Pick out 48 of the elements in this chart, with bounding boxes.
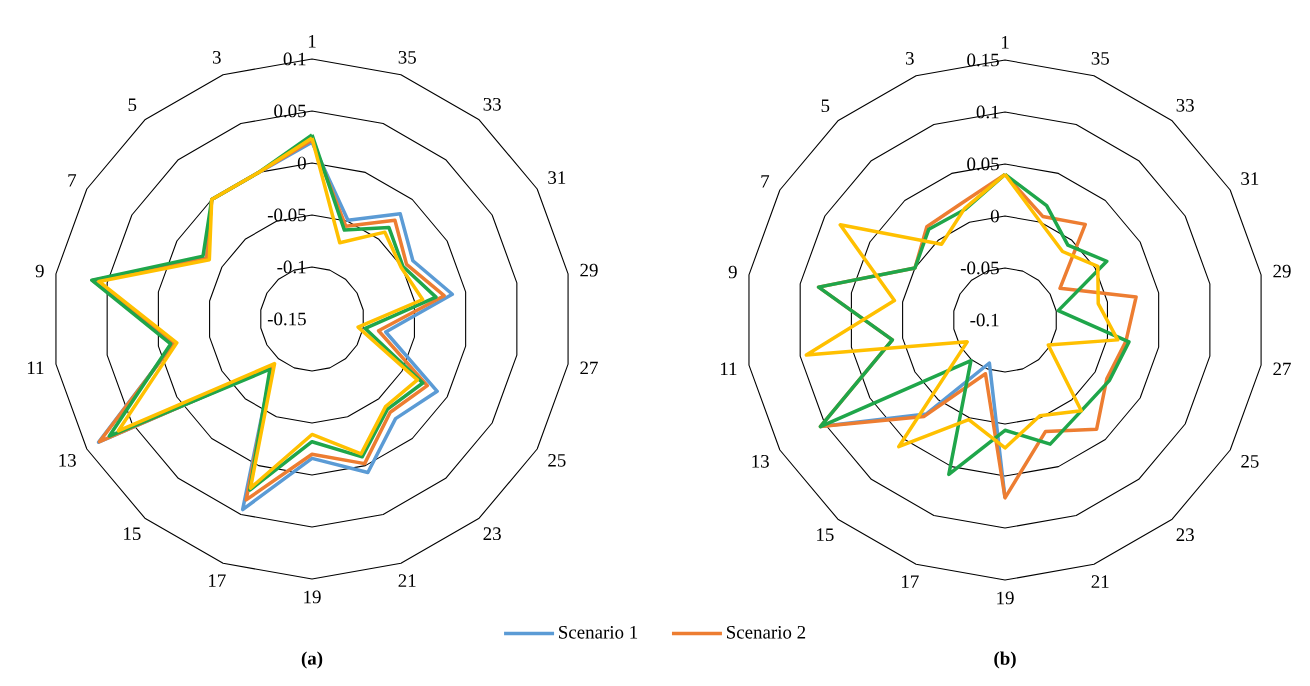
spoke-label: 17 (209, 574, 226, 587)
spoke-label: 11 (720, 362, 737, 376)
text: (a) (301, 651, 323, 669)
spoke-label: 35 (1091, 51, 1109, 65)
y-tick-label: 0.05 (967, 157, 999, 171)
spoke-label: 7 (68, 174, 77, 187)
legend-label: Scenario 2 (726, 625, 806, 639)
spoke-label: 29 (580, 263, 598, 277)
spoke-label: 31 (1241, 172, 1259, 186)
spoke-label: 5 (128, 98, 137, 112)
spoke-label: 21 (1091, 575, 1109, 588)
spoke-label: 1 (1001, 35, 1009, 49)
spoke-label: 3 (905, 51, 914, 65)
spoke-label: 21 (398, 574, 416, 587)
spoke-label: 31 (548, 171, 566, 185)
spoke-label: 27 (580, 361, 598, 375)
spoke-label: 23 (483, 527, 501, 541)
spoke-label: 13 (59, 454, 76, 467)
y-tick-label: 0.05 (274, 104, 306, 118)
spoke-label: 13 (752, 455, 769, 468)
spoke-label: 35 (398, 50, 416, 64)
spoke-label: 7 (761, 175, 770, 188)
spoke-label: 29 (1273, 264, 1291, 278)
spoke-label: 1 (308, 34, 316, 48)
spoke-label: 3 (212, 50, 221, 64)
spoke-label: 17 (902, 575, 919, 588)
spoke-label: 25 (548, 454, 566, 467)
y-tick-label: 0.15 (967, 53, 999, 67)
spoke-label: 23 (1176, 528, 1194, 542)
y-tick-label: -0.1 (970, 313, 999, 327)
spoke-label: 9 (35, 264, 44, 278)
spoke-label: 25 (1241, 455, 1259, 468)
spoke-label: 19 (997, 591, 1014, 605)
spoke-label: 11 (27, 361, 44, 375)
text: (b) (994, 651, 1016, 669)
spoke-label: 5 (821, 99, 830, 113)
y-tick-label: -0.05 (267, 208, 306, 222)
spoke-label: 33 (483, 97, 501, 111)
spoke-label: 33 (1176, 98, 1194, 112)
legend-label: Scenario 1 (559, 625, 638, 639)
spoke-label: 15 (124, 527, 141, 541)
spoke-label: 15 (817, 528, 834, 542)
spoke-label: 9 (728, 265, 737, 279)
y-tick-label: -0.15 (267, 312, 306, 326)
y-tick-label: -0.1 (277, 260, 306, 274)
spoke-label: 19 (304, 590, 321, 604)
y-tick-label: -0.05 (960, 261, 999, 275)
spoke-label: 27 (1273, 362, 1291, 376)
